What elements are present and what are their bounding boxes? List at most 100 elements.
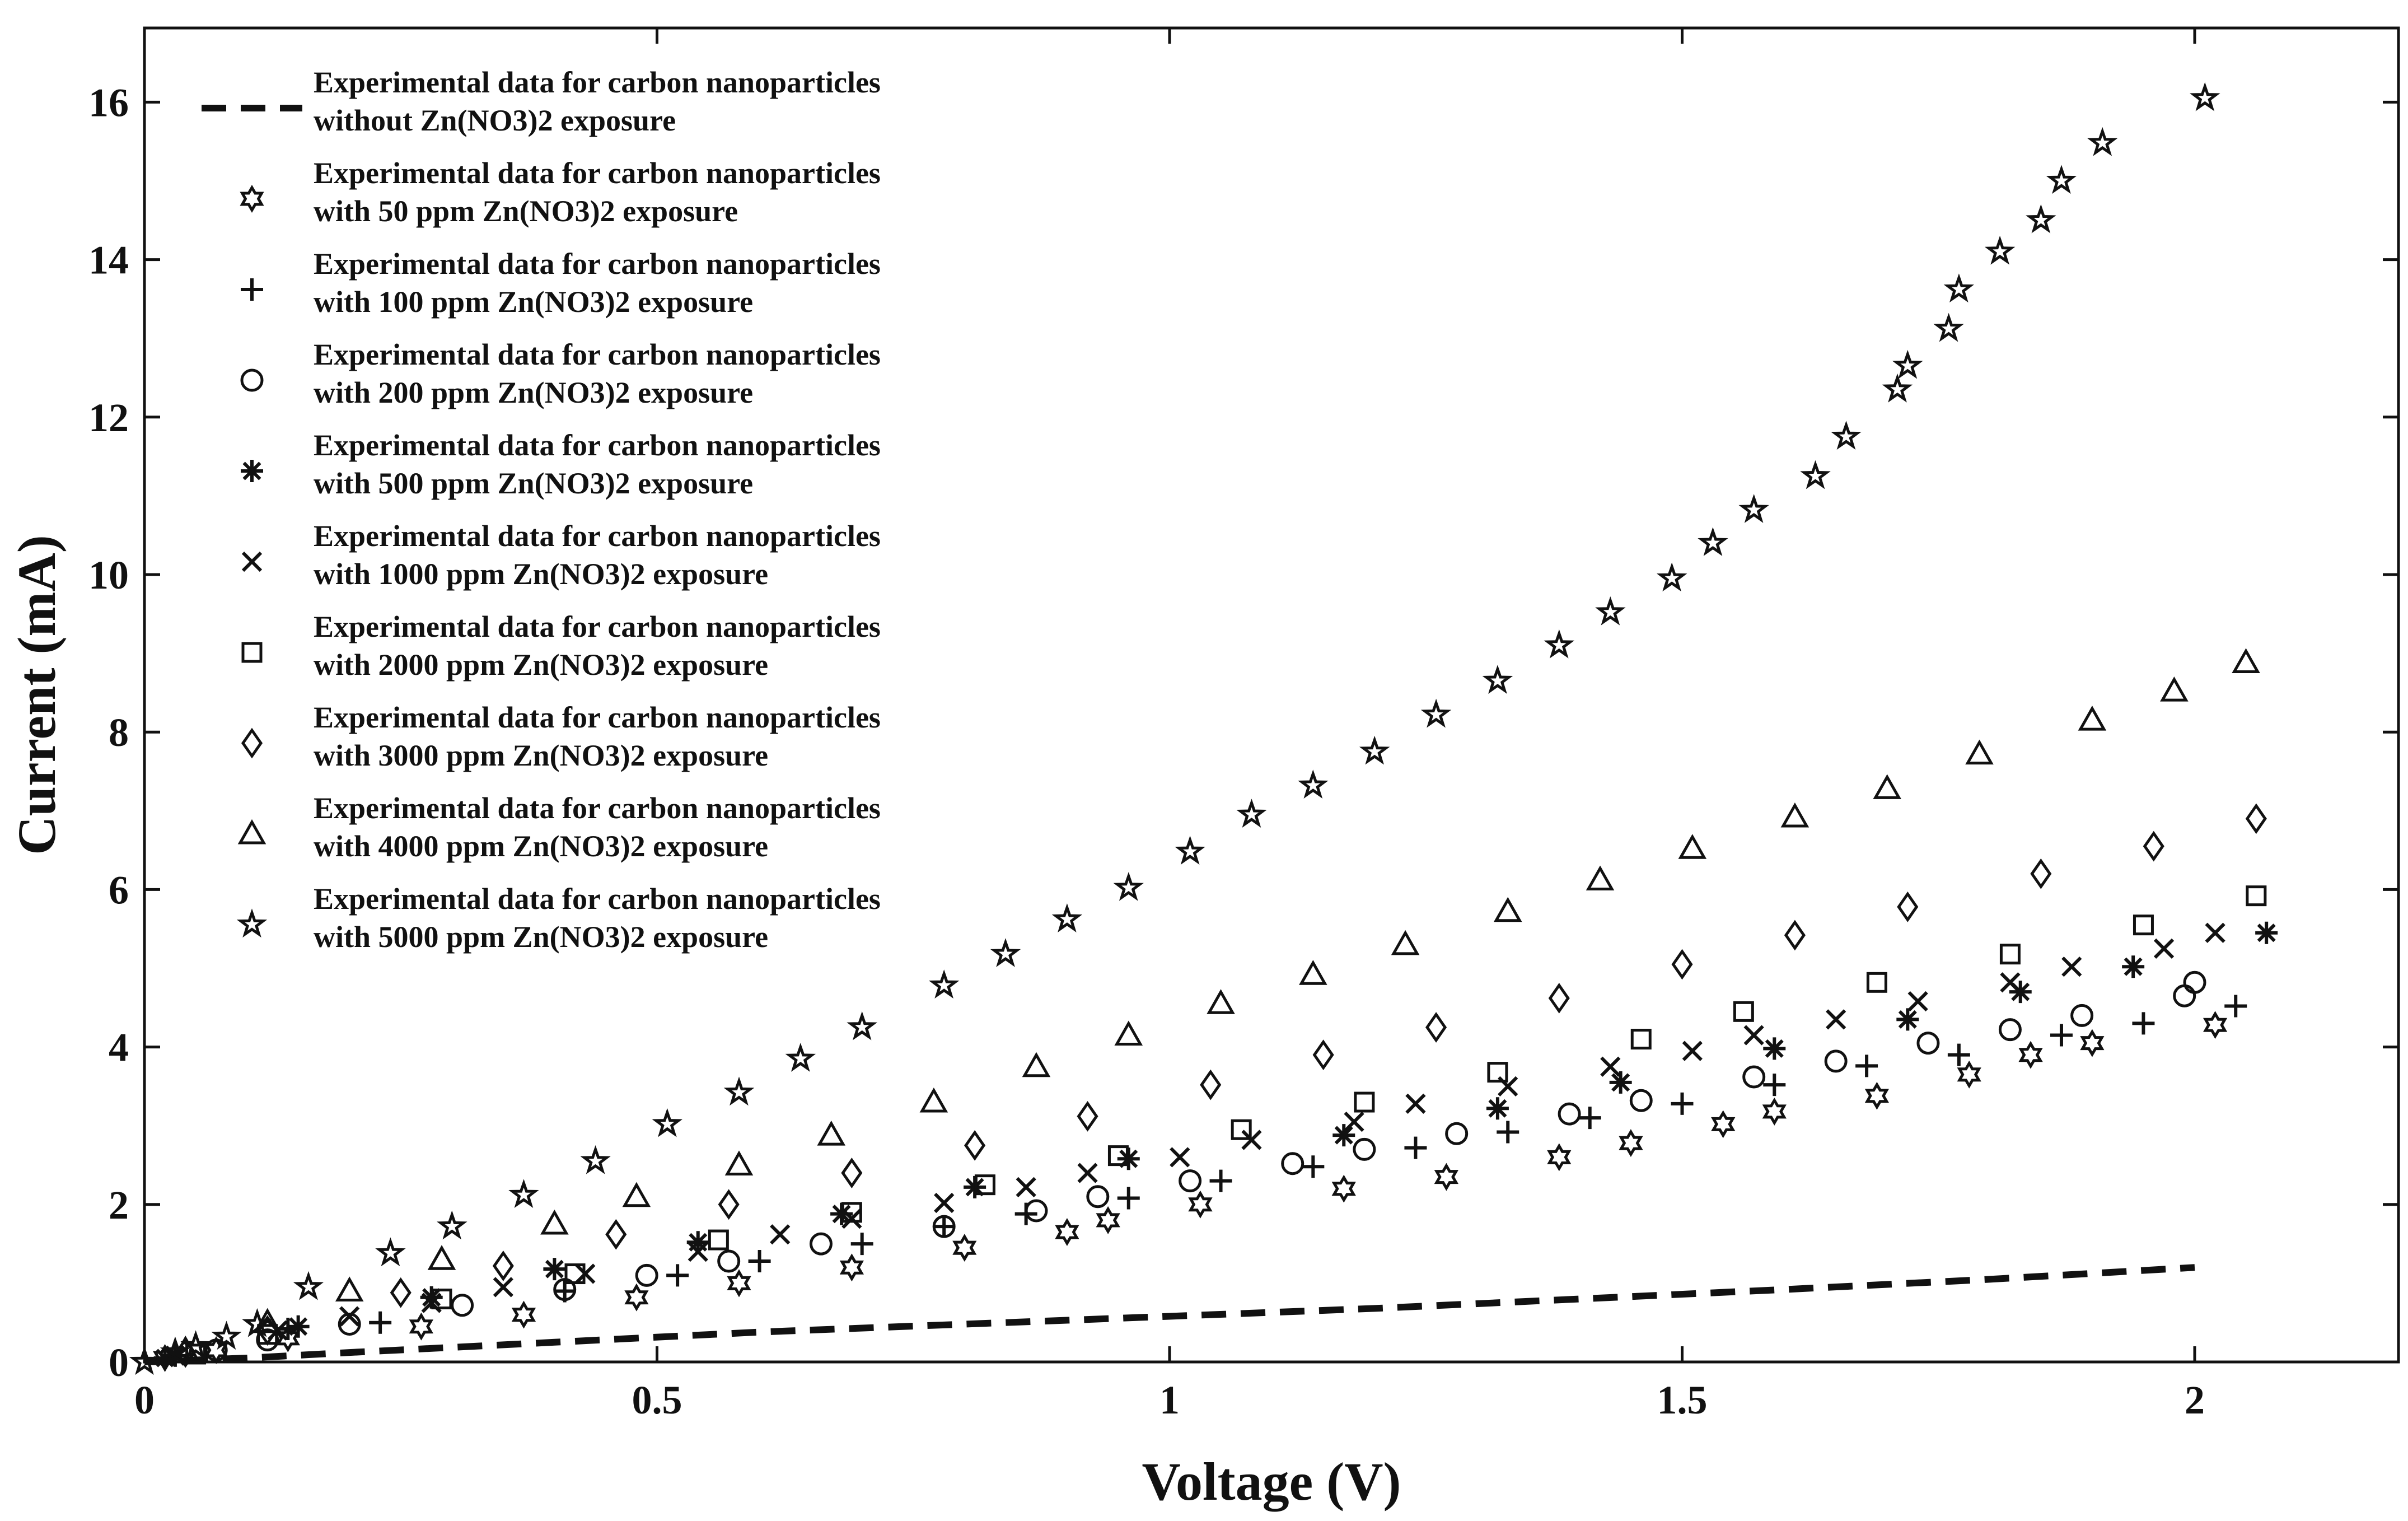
data-point	[1405, 1093, 1426, 1114]
x-tick-label: 2	[2185, 1378, 2205, 1422]
legend-entry: Experimental data for carbon nanoparticl…	[202, 66, 881, 137]
data-point	[2255, 921, 2278, 944]
data-point	[841, 1202, 862, 1223]
legend-entry: Experimental data for carbon nanoparticl…	[241, 701, 881, 772]
legend-label-line: Experimental data for carbon nanoparticl…	[314, 247, 881, 281]
data-point	[242, 1308, 273, 1337]
data-point	[723, 1076, 755, 1106]
data-point	[1957, 1060, 1981, 1089]
data-point	[129, 1346, 160, 1375]
legend-marker-asterisk	[241, 460, 263, 482]
legend-label-line: without Zn(NO3)2 exposure	[314, 104, 676, 137]
data-point	[1077, 1100, 1098, 1132]
data-point	[293, 1271, 324, 1300]
data-point	[1114, 1020, 1143, 1046]
legend-entry: Experimental data for carbon nanoparticl…	[236, 882, 881, 954]
data-point	[180, 1330, 211, 1360]
data-point	[1487, 1062, 1508, 1083]
data-series	[129, 82, 2278, 1375]
legend-label-line: Experimental data for carbon nanoparticl…	[314, 66, 881, 99]
y-tick-label: 12	[88, 395, 129, 440]
data-point	[809, 1232, 833, 1256]
data-point	[1896, 1008, 1919, 1031]
data-point	[1907, 991, 1928, 1012]
data-point	[1016, 1177, 1036, 1197]
data-point	[508, 1179, 539, 1209]
data-point	[390, 1277, 412, 1308]
data-point	[2190, 82, 2220, 111]
axis-ticks: 0 0.5 1 1.5 2 0 2 4 6 8 10 12 14 16	[88, 28, 2398, 1422]
data-point	[717, 1249, 741, 1273]
series-circle	[204, 971, 2206, 1362]
legend-entry: Experimental data for carbon nanoparticl…	[241, 428, 881, 500]
data-point	[2143, 831, 2164, 862]
x-tick-label: 0	[134, 1378, 155, 1422]
data-point	[624, 1283, 649, 1312]
data-point	[2203, 1011, 2228, 1039]
data-point	[1882, 373, 1913, 403]
data-point	[2050, 1024, 2073, 1047]
data-point	[2087, 127, 2118, 156]
data-point	[1404, 1136, 1427, 1159]
data-point	[1236, 799, 1267, 828]
data-point	[543, 1258, 566, 1281]
data-point	[1434, 1163, 1459, 1191]
data-point	[1544, 629, 1575, 659]
x-tick-label: 1.5	[1657, 1378, 1708, 1422]
data-point	[492, 1251, 514, 1281]
data-point	[1022, 1052, 1051, 1077]
data-point	[1493, 897, 1522, 922]
data-point	[2070, 1004, 2094, 1027]
data-point	[1025, 1199, 1048, 1223]
data-point	[666, 1264, 689, 1287]
data-point	[437, 1210, 467, 1240]
legend-entry: Experimental data for carbon nanoparticl…	[241, 610, 881, 682]
data-point	[2224, 995, 2247, 1018]
dashed-baseline-line	[144, 1264, 2195, 1365]
data-point	[2205, 922, 2225, 943]
data-point	[1824, 1049, 1848, 1073]
y-tick-label: 10	[88, 553, 129, 598]
data-point	[708, 1229, 729, 1251]
legend-label-line: with 4000 ppm Zn(NO3)2 exposure	[314, 829, 768, 863]
series-square	[185, 885, 2267, 1365]
legend-marker-pentagram	[236, 908, 268, 938]
data-point	[511, 1300, 536, 1329]
data-point	[1892, 349, 1923, 379]
data-point	[1855, 1055, 1878, 1077]
legend-label-line: with 3000 ppm Zn(NO3)2 exposure	[314, 739, 768, 772]
data-point	[1281, 1152, 1304, 1175]
data-point	[839, 1253, 864, 1282]
data-point	[1826, 1009, 1846, 1030]
data-point	[934, 1192, 955, 1214]
data-point	[718, 1189, 740, 1220]
legend-entry: Experimental data for carbon nanoparticl…	[240, 156, 881, 228]
series-x	[165, 922, 2225, 1366]
data-point	[1170, 1147, 1190, 1168]
data-point	[1578, 1107, 1601, 1130]
data-point	[770, 1224, 791, 1245]
legend-label-line: Experimental data for carbon nanoparticl…	[314, 338, 881, 371]
data-point	[2232, 648, 2260, 673]
data-point	[1445, 1122, 1469, 1145]
data-point	[605, 1219, 627, 1250]
plot-frame	[143, 26, 2400, 1364]
legend-label-line: with 100 ppm Zn(NO3)2 exposure	[314, 285, 753, 319]
legend-entry: Experimental data for carbon nanoparticl…	[237, 791, 881, 863]
data-point	[919, 1087, 948, 1113]
data-point	[1420, 698, 1452, 728]
data-point	[1800, 460, 1831, 489]
data-point	[850, 1233, 873, 1256]
data-point	[2026, 204, 2056, 234]
data-point	[1055, 1218, 1079, 1246]
data-point	[724, 1150, 754, 1175]
data-point	[1984, 235, 2016, 265]
data-point	[1738, 494, 1769, 523]
legend-label-line: with 50 ppm Zn(NO3)2 exposure	[314, 194, 738, 228]
data-point	[2122, 955, 2145, 978]
legend-label-line: with 5000 ppm Zn(NO3)2 exposure	[314, 920, 768, 954]
data-point	[974, 1174, 995, 1196]
data-point	[1630, 1029, 1652, 1050]
legend-label-line: with 500 ppm Zn(NO3)2 exposure	[314, 466, 753, 500]
data-point	[727, 1269, 751, 1298]
